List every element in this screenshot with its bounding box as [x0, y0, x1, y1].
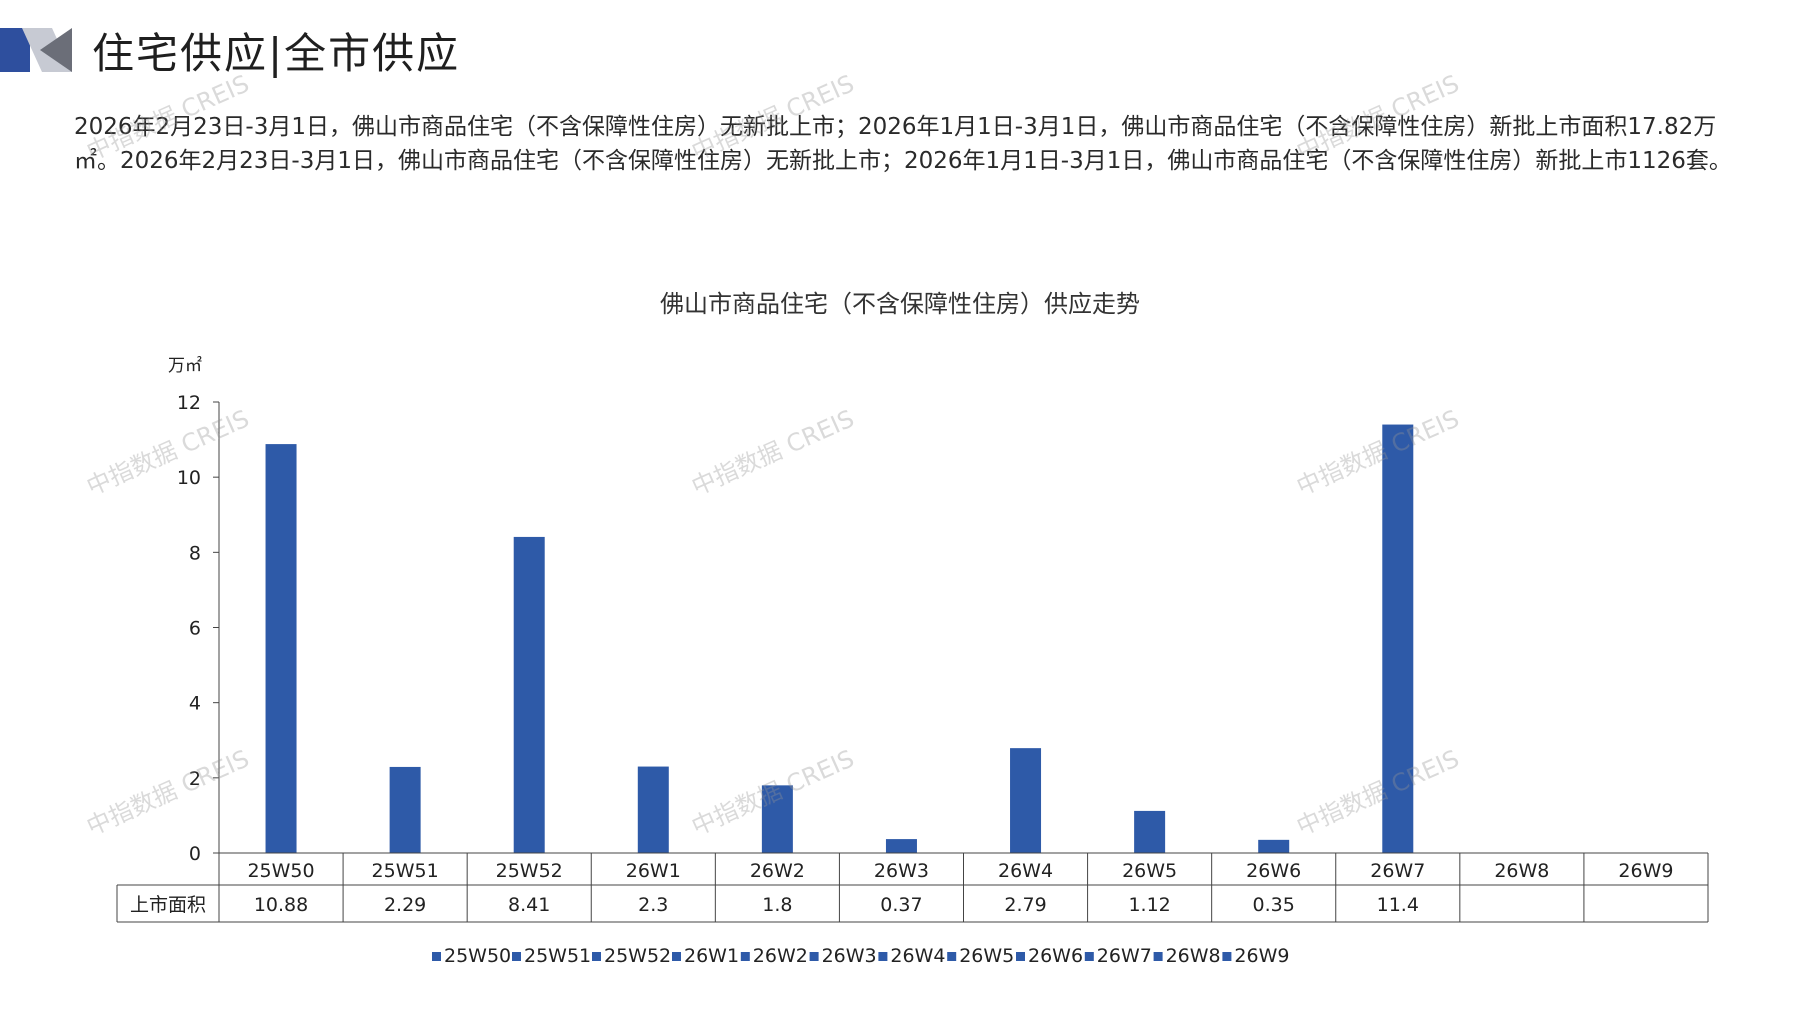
y-axis: 0 2 4 6 8 10 12	[177, 392, 220, 865]
legend-label: 25W52	[604, 945, 671, 967]
legend-marker	[672, 952, 681, 961]
intro-paragraph: 2026年2月23日-3月1日，佛山市商品住宅（不含保障性住房）无新批上市；20…	[74, 114, 1732, 174]
legend-label: 25W50	[444, 945, 511, 967]
bars	[265, 424, 1414, 853]
x-category-label: 26W7	[1370, 860, 1425, 882]
y-tick-label: 4	[189, 693, 201, 715]
data-table: 上市面积 25W50 10.88 25W51 2.29 25W52 8.41 26W1 2.3 2…	[116, 852, 1709, 923]
y-tick-label: 8	[189, 542, 201, 564]
x-category-label: 26W4	[998, 860, 1053, 882]
y-axis-unit-label: 万㎡	[168, 356, 202, 376]
data-value-label: 10.88	[254, 894, 308, 916]
legend-label: 26W9	[1234, 945, 1289, 967]
bar	[1258, 839, 1290, 853]
legend-marker	[1222, 952, 1232, 961]
legend-label: 25W51	[524, 945, 591, 967]
x-category-label: 26W2	[750, 860, 805, 882]
legend-marker	[1153, 952, 1163, 961]
x-category-label: 26W6	[1246, 860, 1301, 882]
header-logo-icon	[0, 28, 72, 72]
legend: 25W50 25W51 25W52 26W1 26W2 26W3 26W4 26W5 26W6 2…	[432, 945, 1289, 967]
legend-marker	[947, 952, 957, 961]
x-category-label: 26W8	[1494, 860, 1549, 882]
bar	[885, 839, 917, 853]
x-category-label: 26W1	[626, 860, 681, 882]
legend-label: 26W2	[753, 945, 808, 967]
x-category-label: 26W5	[1122, 860, 1177, 882]
legend-marker	[432, 952, 441, 961]
legend-marker	[740, 952, 750, 961]
x-category-label: 25W50	[247, 860, 314, 882]
table-series-name: 上市面积	[130, 894, 206, 916]
legend-label: 26W4	[890, 945, 945, 967]
legend-label: 26W5	[959, 945, 1014, 967]
bar	[265, 444, 297, 853]
y-tick-label: 6	[189, 618, 201, 640]
y-tick-label: 10	[177, 467, 201, 489]
y-tick-label: 2	[189, 768, 201, 790]
y-tick-label: 12	[177, 392, 201, 414]
x-category-label: 26W9	[1618, 860, 1673, 882]
legend-marker	[512, 952, 521, 961]
bar	[513, 536, 545, 853]
legend-marker	[1016, 952, 1025, 961]
legend-label: 26W7	[1097, 945, 1152, 967]
page-title: 住宅供应|全市供应	[92, 29, 461, 78]
legend-marker	[592, 952, 601, 961]
data-value-label: 2.3	[638, 894, 668, 916]
bar	[389, 766, 421, 853]
legend-marker	[809, 952, 819, 961]
x-category-label: 25W52	[496, 860, 563, 882]
legend-marker	[1084, 952, 1094, 961]
bar	[761, 785, 793, 853]
bar	[1134, 810, 1166, 853]
legend-label: 26W1	[684, 945, 739, 967]
data-value-label: 1.12	[1128, 894, 1170, 916]
x-category-label: 25W51	[372, 860, 439, 882]
bar	[1010, 748, 1042, 853]
data-value-label: 1.8	[762, 894, 792, 916]
data-value-label: 0.35	[1253, 894, 1295, 916]
bar	[1382, 424, 1414, 853]
y-tick-label: 0	[189, 843, 201, 865]
data-value-label: 0.37	[880, 894, 922, 916]
data-value-label: 8.41	[508, 894, 550, 916]
bar	[637, 766, 669, 853]
legend-marker	[878, 952, 888, 961]
chart-title: 佛山市商品住宅（不含保障性住房）供应走势	[660, 290, 1140, 318]
legend-label: 26W3	[822, 945, 877, 967]
legend-label: 26W6	[1028, 945, 1083, 967]
data-value-label: 11.4	[1377, 894, 1419, 916]
data-value-label: 2.79	[1004, 894, 1046, 916]
legend-label: 26W8	[1166, 945, 1221, 967]
data-value-label: 2.29	[384, 894, 426, 916]
x-category-label: 26W3	[874, 860, 929, 882]
